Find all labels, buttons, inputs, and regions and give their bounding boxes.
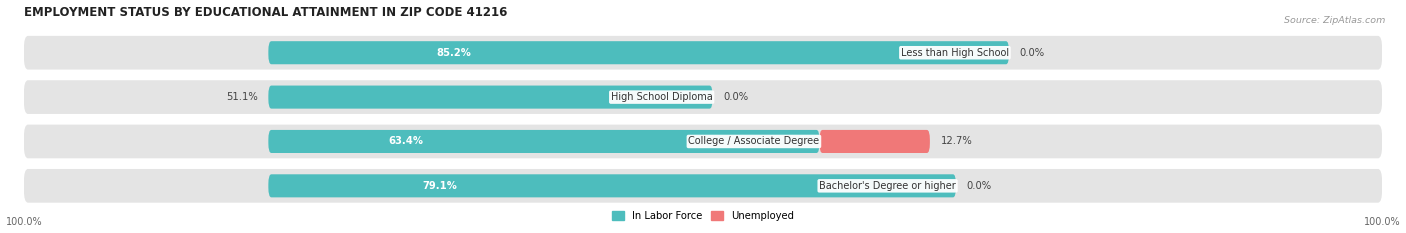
Text: 79.1%: 79.1% (423, 181, 458, 191)
Text: Source: ZipAtlas.com: Source: ZipAtlas.com (1284, 16, 1385, 25)
Text: 0.0%: 0.0% (1019, 48, 1045, 58)
Text: College / Associate Degree: College / Associate Degree (689, 137, 820, 147)
FancyBboxPatch shape (24, 169, 1382, 203)
Text: 85.2%: 85.2% (436, 48, 471, 58)
Legend: In Labor Force, Unemployed: In Labor Force, Unemployed (609, 207, 797, 225)
FancyBboxPatch shape (269, 130, 820, 153)
FancyBboxPatch shape (269, 86, 713, 109)
Text: High School Diploma: High School Diploma (610, 92, 713, 102)
FancyBboxPatch shape (269, 174, 956, 197)
FancyBboxPatch shape (24, 36, 1382, 70)
Text: 12.7%: 12.7% (941, 137, 973, 147)
Text: Less than High School: Less than High School (901, 48, 1010, 58)
Text: EMPLOYMENT STATUS BY EDUCATIONAL ATTAINMENT IN ZIP CODE 41216: EMPLOYMENT STATUS BY EDUCATIONAL ATTAINM… (24, 6, 508, 19)
FancyBboxPatch shape (269, 41, 1010, 64)
Text: 63.4%: 63.4% (388, 137, 423, 147)
Text: Bachelor's Degree or higher: Bachelor's Degree or higher (820, 181, 956, 191)
FancyBboxPatch shape (24, 80, 1382, 114)
Text: 51.1%: 51.1% (226, 92, 257, 102)
Text: 0.0%: 0.0% (724, 92, 748, 102)
FancyBboxPatch shape (820, 130, 929, 153)
Text: 0.0%: 0.0% (967, 181, 993, 191)
FancyBboxPatch shape (24, 125, 1382, 158)
